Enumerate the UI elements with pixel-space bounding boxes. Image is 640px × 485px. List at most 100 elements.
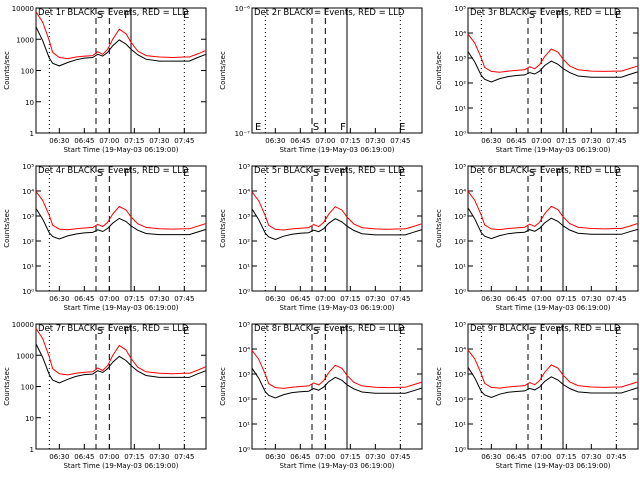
y-tick-label: 10⁵ — [22, 163, 34, 171]
x-tick-label: 06:45 — [74, 295, 94, 303]
marker-letter: S — [529, 326, 535, 337]
x-tick-label: 07:15 — [340, 295, 360, 303]
lld-series-line — [467, 349, 639, 389]
marker-letter: F — [556, 326, 562, 337]
x-tick-label: 06:30 — [265, 453, 285, 461]
y-tick-label: 10⁰ — [238, 446, 250, 454]
x-axis-label: Start Time (19-May-03 06:19:00) — [63, 146, 178, 154]
y-axis-label: Counts/sec — [3, 209, 11, 248]
y-tick-label: 10000 — [12, 5, 34, 13]
y-tick-label: 1 — [30, 446, 34, 454]
marker-letter: S — [529, 168, 535, 179]
y-axis-label: Counts/sec — [3, 51, 11, 90]
y-tick-label: 10³ — [238, 371, 250, 379]
x-axis-label: Start Time (19-May-03 06:19:00) — [279, 146, 394, 154]
x-tick-label: 07:30 — [149, 453, 169, 461]
y-tick-label: 10 — [25, 99, 34, 107]
events-series-line — [467, 367, 639, 399]
y-tick-label: 10² — [238, 396, 250, 404]
x-tick-label: 06:45 — [290, 295, 310, 303]
plot-frame — [467, 165, 639, 292]
marker-letter: S — [97, 10, 103, 21]
y-axis-label: Counts/sec — [435, 209, 443, 248]
x-tick-label: 07:30 — [149, 137, 169, 145]
x-tick-label: 07:15 — [556, 453, 576, 461]
y-tick-label: 10⁻⁷ — [235, 130, 251, 138]
y-tick-label: 10⁰ — [454, 446, 466, 454]
marker-letter: E — [183, 168, 189, 179]
panel-title: Det 7r BLACK = Events, RED = LLD — [38, 324, 189, 334]
y-tick-label: 10⁴ — [454, 346, 466, 354]
x-tick-label: 07:00 — [315, 295, 335, 303]
y-axis-label: Counts/sec — [435, 367, 443, 406]
marker-letter: E — [183, 326, 189, 337]
x-tick-label: 06:45 — [74, 137, 94, 145]
y-tick-label: 100 — [21, 384, 34, 392]
marker-letter: S — [313, 326, 319, 337]
x-tick-label: 07:30 — [365, 137, 385, 145]
x-tick-label: 06:45 — [506, 137, 526, 145]
x-tick-label: 07:15 — [124, 295, 144, 303]
x-tick-label: 07:45 — [606, 137, 626, 145]
x-tick-label: 06:45 — [74, 453, 94, 461]
marker-letter: E — [399, 168, 405, 179]
x-tick-label: 07:45 — [390, 453, 410, 461]
y-tick-label: 10⁴ — [454, 188, 466, 196]
x-axis-label: Start Time (19-May-03 06:19:00) — [495, 304, 610, 312]
y-tick-label: 1000 — [16, 36, 34, 44]
x-tick-label: 07:00 — [99, 453, 119, 461]
y-tick-label: 10³ — [454, 213, 466, 221]
panel-title: Det 2r BLACK = Events, RED = LLD — [254, 8, 405, 18]
lld-series-line — [467, 33, 639, 73]
marker-letter: F — [340, 122, 346, 133]
marker-letter: E — [615, 326, 621, 337]
x-tick-label: 07:15 — [124, 137, 144, 145]
x-tick-label: 07:15 — [556, 137, 576, 145]
panel-5: Det 5r BLACK = Events, RED = LLD 10⁰ 10¹ 10… — [219, 163, 423, 312]
panel-2: Det 2r BLACK = Events, RED = LLD 10⁻⁷ 10⁻⁶… — [219, 5, 423, 154]
y-tick-label: 100 — [21, 68, 34, 76]
x-tick-label: 06:45 — [290, 453, 310, 461]
y-tick-label: 10⁴ — [238, 346, 250, 354]
y-tick-label: 10⁻⁶ — [235, 5, 251, 13]
x-tick-label: 07:45 — [174, 137, 194, 145]
x-axis-label: Start Time (19-May-03 06:19:00) — [63, 304, 178, 312]
x-tick-label: 06:30 — [49, 453, 69, 461]
x-axis-label: Start Time (19-May-03 06:19:00) — [279, 462, 394, 470]
y-tick-label: 10⁰ — [454, 288, 466, 296]
events-series-line — [35, 208, 207, 240]
plot-frame — [467, 7, 639, 134]
y-tick-label: 10² — [238, 238, 250, 246]
x-tick-label: 06:30 — [265, 295, 285, 303]
panel-title: Det 9r BLACK = Events, RED = LLD — [470, 324, 621, 334]
events-series-line — [35, 26, 207, 67]
x-tick-label: 06:30 — [49, 137, 69, 145]
panel-title: Det 1r BLACK = Events, RED = LLD — [38, 8, 189, 18]
y-axis-label: Counts/sec — [219, 51, 227, 90]
x-tick-label: 07:00 — [531, 453, 551, 461]
marker-letter: F — [124, 326, 130, 337]
x-axis-label: Start Time (19-May-03 06:19:00) — [495, 462, 610, 470]
y-axis-label: Counts/sec — [219, 367, 227, 406]
marker-letter: F — [340, 168, 346, 179]
x-tick-label: 07:30 — [581, 137, 601, 145]
y-tick-label: 10¹ — [454, 263, 466, 271]
plot-frame — [35, 323, 207, 450]
y-tick-label: 10² — [454, 238, 466, 246]
panel-7: Det 7r BLACK = Events, RED = LLD 1 10 100 10… — [3, 321, 207, 470]
y-tick-label: 1 — [30, 130, 34, 138]
x-tick-label: 06:30 — [481, 295, 501, 303]
x-tick-label: 07:15 — [556, 295, 576, 303]
marker-letter: S — [529, 10, 535, 21]
x-tick-label: 06:45 — [506, 295, 526, 303]
x-axis-label: Start Time (19-May-03 06:19:00) — [63, 462, 178, 470]
y-tick-label: 10000 — [12, 321, 34, 329]
y-tick-label: 10³ — [238, 213, 250, 221]
panel-title: Det 5r BLACK = Events, RED = LLD — [254, 166, 405, 176]
x-axis-label: Start Time (19-May-03 06:19:00) — [495, 146, 610, 154]
x-axis-label: Start Time (19-May-03 06:19:00) — [279, 304, 394, 312]
panel-title: Det 3r BLACK = Events, RED = LLD — [470, 8, 621, 18]
x-tick-label: 07:30 — [149, 295, 169, 303]
lld-series-line — [35, 11, 207, 60]
plot-frame — [35, 165, 207, 292]
